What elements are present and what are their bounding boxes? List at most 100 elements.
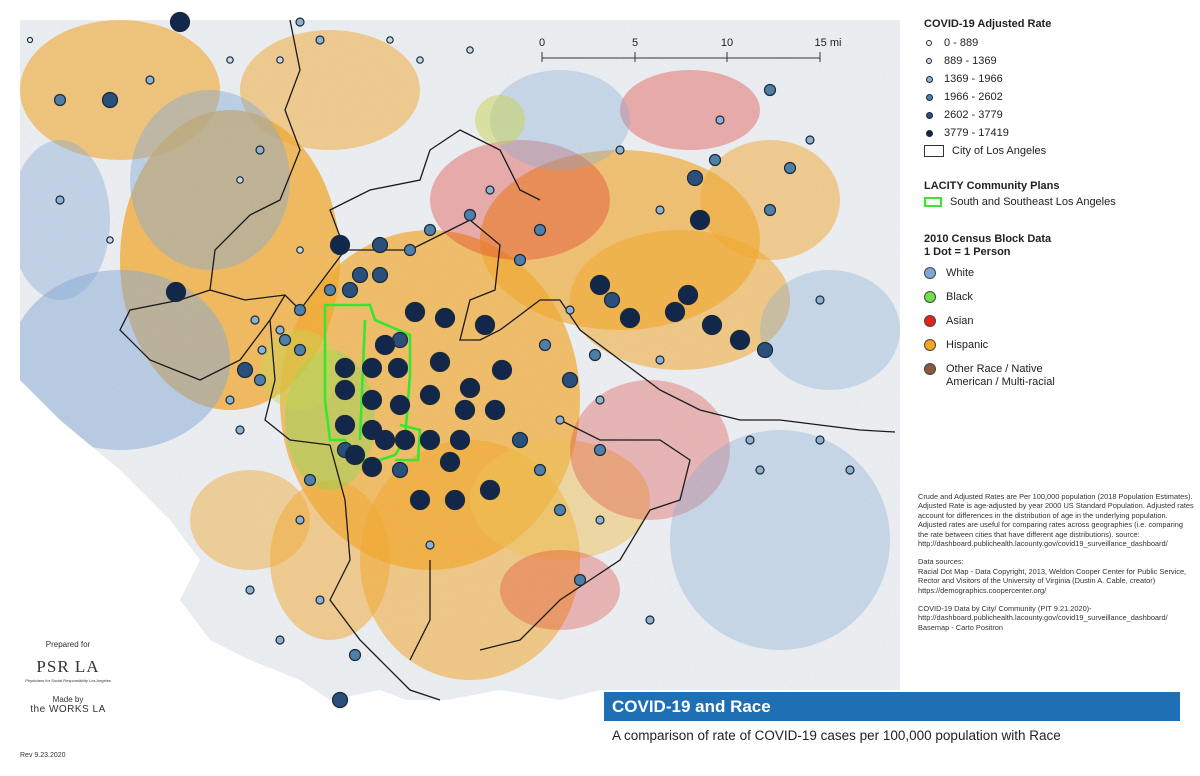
covid-rate-circle	[386, 36, 394, 44]
covid-rate-circle	[463, 208, 477, 222]
covid-rate-circle	[236, 176, 244, 184]
covid-rate-circle	[553, 503, 567, 517]
covid-class-3: 1369 - 1966	[924, 70, 1194, 88]
scale-label-10: 10	[721, 37, 733, 49]
the-works-la-logo: the WORKS LA	[30, 704, 106, 715]
covid-rate-circle	[389, 394, 411, 416]
map-legend: COVID-19 Adjusted Rate 0 - 889 889 - 136…	[924, 18, 1194, 401]
race-label: Asian	[946, 315, 974, 327]
covid-rate-circle	[334, 379, 356, 401]
covid-rate-circle	[573, 573, 587, 587]
covid-rate-circle	[331, 691, 349, 709]
covid-rate-circle	[394, 429, 416, 451]
city-of-los-angeles-boundary	[119, 19, 896, 701]
scale-bar	[541, 52, 821, 62]
covid-rate-circle	[677, 284, 699, 306]
covid-legend-title: COVID-19 Adjusted Rate	[924, 18, 1052, 30]
covid-rate-circle	[295, 515, 305, 525]
covid-rate-circle	[250, 315, 260, 325]
covid-class-symbol	[925, 111, 933, 119]
covid-rate-circle	[278, 333, 292, 347]
covid-rate-circle	[439, 451, 461, 473]
covid-class-symbol	[926, 40, 932, 46]
city-legend-item: City of Los Angeles	[924, 142, 1194, 160]
covid-rate-circle	[235, 425, 245, 435]
covid-rate-circle	[565, 305, 575, 315]
covid-rate-circle	[101, 91, 119, 109]
covid-rate-circle	[225, 395, 235, 405]
sources-title: Data sources:	[918, 557, 964, 567]
race-legend-items: White Black Asian Hispanic Other Race / …	[924, 267, 1194, 389]
covid-class-label: 2602 - 3779	[944, 109, 1003, 121]
covid-rate-circle	[106, 236, 114, 244]
covid-class-label: 1966 - 2602	[944, 91, 1003, 103]
covid-rate-circle	[275, 635, 285, 645]
covid-rate-circle	[444, 489, 466, 511]
covid-rate-circle	[55, 195, 65, 205]
race-black: Black	[924, 291, 1194, 303]
covid-rate-circle	[275, 325, 285, 335]
covid-rate-circle	[255, 145, 265, 155]
covid-rate-circle	[589, 274, 611, 296]
covid-rate-circle	[409, 489, 431, 511]
covid-rate-circle	[466, 46, 474, 54]
covid-rate-circle	[485, 185, 495, 195]
covid-rate-circle	[425, 540, 435, 550]
covid-rate-circle	[783, 161, 797, 175]
covid-rate-circle	[645, 615, 655, 625]
covid-rate-circle	[459, 377, 481, 399]
plans-legend-label: South and Southeast Los Angeles	[950, 196, 1116, 208]
race-other-swatch	[924, 363, 936, 375]
covid-rate-circle	[845, 465, 855, 475]
covid-rate-circle	[763, 203, 777, 217]
covid-rate-circle	[387, 357, 409, 379]
covid-rate-circle	[533, 463, 547, 477]
covid-rate-circle	[245, 585, 255, 595]
race-label: Hispanic	[946, 339, 989, 351]
covid-rate-circle	[538, 338, 552, 352]
covid-class-label: 889 - 1369	[944, 55, 997, 67]
covid-rate-circle	[361, 357, 383, 379]
covid-rate-circle	[348, 648, 362, 662]
covid-rate-circle	[708, 153, 722, 167]
covid-rate-circle	[729, 329, 751, 351]
covid-rate-circle	[511, 431, 529, 449]
covid-rate-circle	[664, 301, 686, 323]
covid-rate-circle	[595, 395, 605, 405]
covid-rate-circle	[434, 307, 456, 329]
race-label: Black	[946, 291, 973, 303]
covid-rate-circle	[329, 234, 351, 256]
covid-rate-circle	[429, 351, 451, 373]
map-canvas[interactable]: 0 5 10 15 mi	[0, 0, 902, 776]
covid-rate-circle	[686, 169, 704, 187]
covid-rate-circle	[593, 443, 607, 457]
prepared-for-label: Prepared for	[45, 640, 91, 649]
covid-rate-circle	[236, 361, 254, 379]
sources-block: Data sources:	[918, 557, 1194, 566]
covid-rate-circle	[763, 83, 777, 97]
covid-rate-circle	[449, 429, 471, 451]
covid-rate-circle	[715, 115, 725, 125]
covid-rate-circle	[745, 435, 755, 445]
map-notes: Crude and Adjusted Rates are Per 100,000…	[918, 492, 1194, 641]
psr-la-logo-subtext: Physicians for Social Responsibility Los…	[25, 678, 111, 683]
basemap-source: Basemap - Carto Positron	[918, 622, 1004, 632]
covid-class-6: 3779 - 17419	[924, 124, 1194, 142]
map-subtitle: A comparison of rate of COVID-19 cases p…	[612, 728, 1061, 743]
plans-boundary-symbol	[924, 197, 942, 207]
covid-rate-circle	[169, 11, 191, 33]
covid-rate-circle	[603, 291, 621, 309]
race-white: White	[924, 267, 1194, 279]
covid-rate-circle	[334, 357, 356, 379]
race-label: Other Race / Native American / Multi-rac…	[946, 363, 1055, 388]
map-title: COVID-19 and Race	[604, 692, 1180, 721]
covid-rate-circle	[619, 307, 641, 329]
covid-rate-circle	[374, 334, 396, 356]
covid-rate-circle	[371, 236, 389, 254]
covid-rate-circle	[484, 399, 506, 421]
covid-rate-circle	[296, 246, 304, 254]
race-dot-layer	[20, 20, 900, 700]
covid-rate-circle	[323, 283, 337, 297]
covid-rate-circle	[371, 266, 389, 284]
covid-class-label: 1369 - 1966	[944, 73, 1003, 85]
